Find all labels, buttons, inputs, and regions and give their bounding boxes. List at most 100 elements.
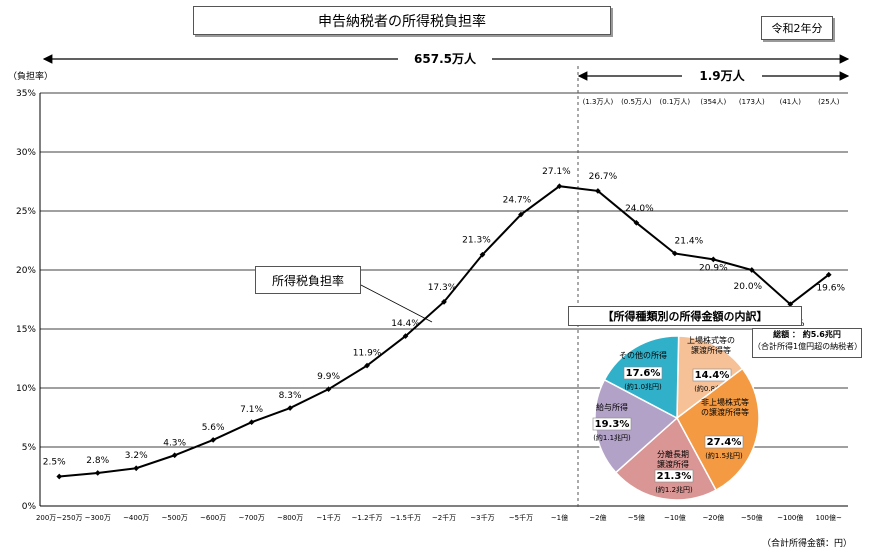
pie-title: 【所得種類別の所得金額の内訳】 (568, 306, 802, 326)
pie-slice-name: その他の所得 (619, 350, 667, 360)
data-value-label: 14.4% (391, 319, 420, 329)
data-point (518, 211, 524, 218)
data-value-label: 4.3% (163, 438, 186, 448)
count-label: (1.3万人) (583, 98, 614, 106)
pie-total-label: 総額 ： 約5.6兆円 (773, 330, 841, 339)
y-tick-label: 25% (16, 207, 36, 217)
pie-slice-name: 譲渡所得 (657, 459, 689, 469)
data-value-label: 24.0% (625, 204, 654, 214)
data-point (787, 301, 794, 308)
y-tick-labels: 0% 5% 10% 15% 20% 25% 30% 35% (16, 89, 36, 512)
data-value-label: 8.3% (279, 391, 302, 401)
data-value-label: 27.1% (542, 167, 571, 177)
pie-total-box: 総額 ： 約5.6兆円 （合計所得1億円超の納税者） (752, 328, 862, 358)
data-value-label: 11.9% (353, 349, 382, 359)
count-label: (173人) (739, 98, 765, 106)
x-tick-label: ~5億 (628, 513, 645, 522)
pie-slice-amount: (約0.8兆円) (694, 384, 732, 393)
x-tick-label: ~400万 (123, 514, 149, 522)
count-labels: (1.3万人) (0.5万人) (0.1万人) (354人) (173人) (41人) (2… (583, 98, 840, 106)
count-label: (0.5万人) (621, 98, 652, 106)
data-point (210, 437, 216, 443)
data-point (402, 333, 409, 339)
data-point (633, 219, 640, 226)
data-value-label: 7.1% (240, 405, 263, 415)
x-tick-label: ~50億 (741, 513, 763, 522)
chart-title: 申告納税者の所得税負担率 (193, 6, 611, 35)
data-point (672, 250, 678, 257)
data-value-label: 2.8% (86, 456, 109, 466)
data-value-label: 21.4% (675, 236, 704, 246)
pie-slice-name: 給与所得 (596, 402, 628, 412)
x-tick-label: ~1.5千万 (390, 513, 421, 522)
count-label: (354人) (700, 98, 726, 106)
data-value-label: 26.7% (589, 172, 618, 182)
pie-pct-box (692, 368, 732, 382)
pie-slice-name: の譲渡所得等 (701, 407, 749, 417)
data-value-label: 3.2% (125, 451, 148, 461)
grid-lines (39, 92, 848, 507)
pie-pct-box (704, 435, 744, 449)
data-point (710, 256, 717, 263)
pie-slice-pct: 21.3% (657, 471, 692, 482)
data-point (248, 419, 255, 426)
y-tick-label: 0% (22, 502, 37, 512)
pie-slice-pct: 19.3% (595, 419, 630, 430)
data-value-label: 21.3% (462, 236, 491, 246)
x-tick-label: ~1億 (551, 513, 568, 522)
data-value-label: 20.0% (734, 282, 763, 292)
y-tick-label: 10% (16, 384, 36, 394)
data-point (441, 299, 447, 305)
series-label-leader (358, 283, 433, 323)
data-point (556, 183, 563, 190)
x-tick-labels: 200万~250万 ~300万 ~400万 ~500万 ~600万 ~700万 ~800万 ~… (36, 513, 842, 522)
x-tick-label: ~700万 (239, 514, 265, 522)
y-axis-label: （負担率） (8, 72, 54, 82)
x-tick-label: ~300万 (85, 514, 111, 522)
data-point (56, 473, 63, 480)
y-tick-label: 20% (16, 266, 36, 276)
count-label: (0.1万人) (660, 98, 691, 106)
total-span-label: 657.5万人 (414, 51, 477, 66)
data-value-label: 5.6% (202, 423, 225, 433)
x-tick-label: ~3千万 (470, 513, 494, 522)
x-tick-label: 200万~250万 (36, 514, 83, 522)
data-point (364, 362, 370, 369)
x-tick-label: ~10億 (664, 513, 686, 522)
x-tick-label: ~2億 (589, 513, 606, 522)
pie-slice-name: 分離長期 (657, 449, 689, 459)
pie-slice-amount: (約1.1兆円) (593, 433, 631, 442)
unit-note: （合計所得金額：円） (762, 539, 853, 549)
data-point (325, 386, 332, 393)
y-tick-label: 5% (22, 443, 37, 453)
data-value-label: 17.3% (428, 283, 457, 293)
x-tick-label: ~600万 (200, 514, 226, 522)
pie-pct-box (654, 469, 694, 483)
data-value-label: 19.6% (816, 284, 845, 294)
pie-slice-pct: 27.4% (707, 437, 742, 448)
data-point (595, 188, 601, 194)
y-tick-label: 35% (16, 89, 36, 99)
pie-slice-amount: (約1.0兆円) (624, 382, 662, 391)
x-tick-label: ~5千万 (509, 513, 533, 522)
pie-slice-amount: (約1.5兆円) (705, 451, 743, 460)
x-tick-label: ~500万 (162, 514, 188, 522)
data-points (56, 183, 832, 480)
count-label: (25人) (818, 98, 840, 106)
pie-total-note: （合計所得1億円超の納税者） (753, 342, 863, 351)
data-point (133, 465, 140, 472)
data-value-label: 9.9% (317, 372, 340, 382)
x-tick-label: ~100億 (777, 513, 803, 522)
series-label-box: 所得税負担率 (255, 266, 361, 294)
x-tick-label: ~20億 (702, 513, 724, 522)
data-point (94, 470, 101, 476)
pie-slice (676, 367, 760, 492)
data-point (825, 271, 832, 278)
pie-slice-pct: 14.4% (695, 370, 730, 381)
pie-pct-box (592, 417, 632, 431)
data-value-label: 20.9% (699, 263, 728, 273)
data-point (748, 267, 755, 273)
pie-slice-name: 譲渡所得等 (691, 345, 731, 355)
